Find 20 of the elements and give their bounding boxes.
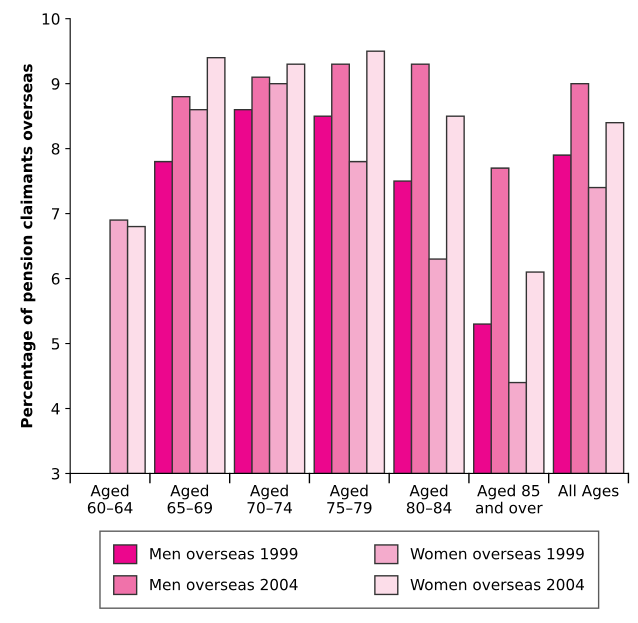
y-tick-label: 7	[52, 208, 60, 220]
legend-label: Men overseas 2004	[150, 578, 298, 590]
y-tick-label: 9	[52, 78, 60, 90]
x-tick-label: All Ages	[558, 484, 618, 500]
y-tick-label: 6	[52, 273, 60, 285]
y-axis-title: Percentage of pension claimants overseas	[20, 64, 36, 428]
legend-label: Women overseas 2004	[410, 578, 584, 590]
y-tick-label: 8	[52, 143, 60, 155]
x-tick-label: Aged 65–69	[168, 484, 212, 514]
x-tick-label: Aged 70–74	[248, 484, 292, 514]
legend-label: Men overseas 1999	[150, 548, 298, 560]
x-tick-label: Aged 75–79	[327, 484, 372, 514]
y-tick-label: 10	[42, 13, 60, 25]
y-tick-label: 4	[51, 403, 60, 414]
y-tick-label: 3	[52, 468, 60, 480]
x-tick-label: Aged 60–64	[88, 484, 132, 514]
x-tick-label: Aged 80–84	[406, 484, 452, 514]
x-tick-label: Aged 85 and over	[476, 484, 543, 514]
legend-label: Women overseas 1999	[410, 548, 584, 560]
y-tick-label: 5	[52, 338, 60, 350]
